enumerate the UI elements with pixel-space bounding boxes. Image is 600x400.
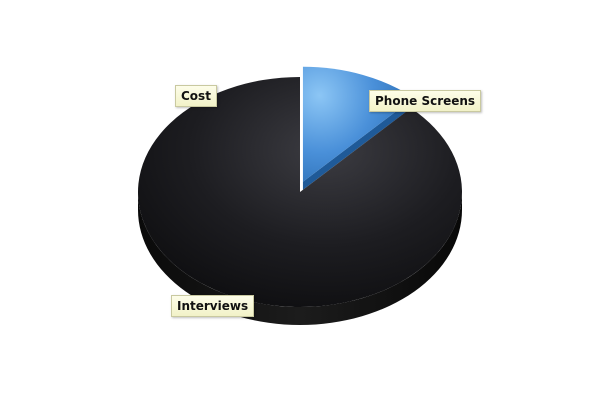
slice-label-phone-screens: Phone Screens [369, 90, 482, 112]
slice-label-interviews: Interviews [171, 295, 255, 317]
pie-side-interviews [138, 192, 462, 325]
pie-slice-interviews [138, 77, 463, 307]
slice-label-cost: Cost [175, 85, 217, 107]
pie-edge-phone-screens [302, 97, 414, 190]
